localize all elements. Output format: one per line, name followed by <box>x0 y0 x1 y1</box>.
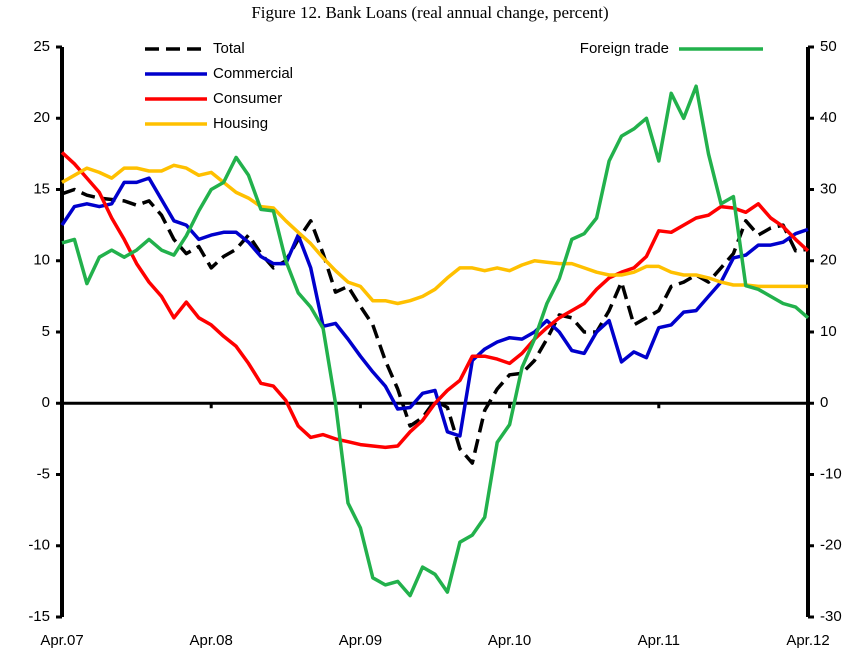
y2-tick-label: -20 <box>820 537 842 554</box>
x-tick-label: Apr.07 <box>40 632 83 649</box>
legend-label: Commercial <box>213 65 293 82</box>
y2-tick-label: 20 <box>820 252 837 269</box>
y2-tick-label: 40 <box>820 109 837 126</box>
y-tick-label: 5 <box>42 323 50 340</box>
x-tick-label: Apr.09 <box>339 632 382 649</box>
series-line <box>61 84 810 598</box>
y-tick-label: 0 <box>42 394 50 411</box>
y-tick-label: -15 <box>28 608 50 625</box>
series-line <box>61 163 808 306</box>
y2-tick-label: 30 <box>820 180 837 197</box>
legend-label: Total <box>213 40 245 57</box>
y2-tick-label: 50 <box>820 38 837 55</box>
y-tick-label: 25 <box>33 38 50 55</box>
series-line <box>60 176 809 438</box>
x-tick-label: Apr.10 <box>488 632 531 649</box>
y-tick-label: -10 <box>28 537 50 554</box>
y-tick-label: 10 <box>33 252 50 269</box>
legend-label: Foreign trade <box>580 40 669 57</box>
y-tick-label: -5 <box>37 465 50 482</box>
y2-tick-label: 10 <box>820 323 837 340</box>
legend-label: Consumer <box>213 90 282 107</box>
y2-tick-label: 0 <box>820 394 828 411</box>
y-tick-label: 20 <box>33 109 50 126</box>
y-tick-label: 15 <box>33 180 50 197</box>
series-line <box>60 151 810 450</box>
legend-label: Housing <box>213 115 268 132</box>
y2-tick-label: -30 <box>820 608 842 625</box>
series-line <box>61 187 809 465</box>
x-tick-label: Apr.11 <box>638 632 680 649</box>
y2-tick-label: -10 <box>820 465 842 482</box>
chart-title: Figure 12. Bank Loans (real annual chang… <box>251 3 608 22</box>
x-tick-label: Apr.12 <box>786 632 829 649</box>
x-tick-label: Apr.08 <box>190 632 233 649</box>
